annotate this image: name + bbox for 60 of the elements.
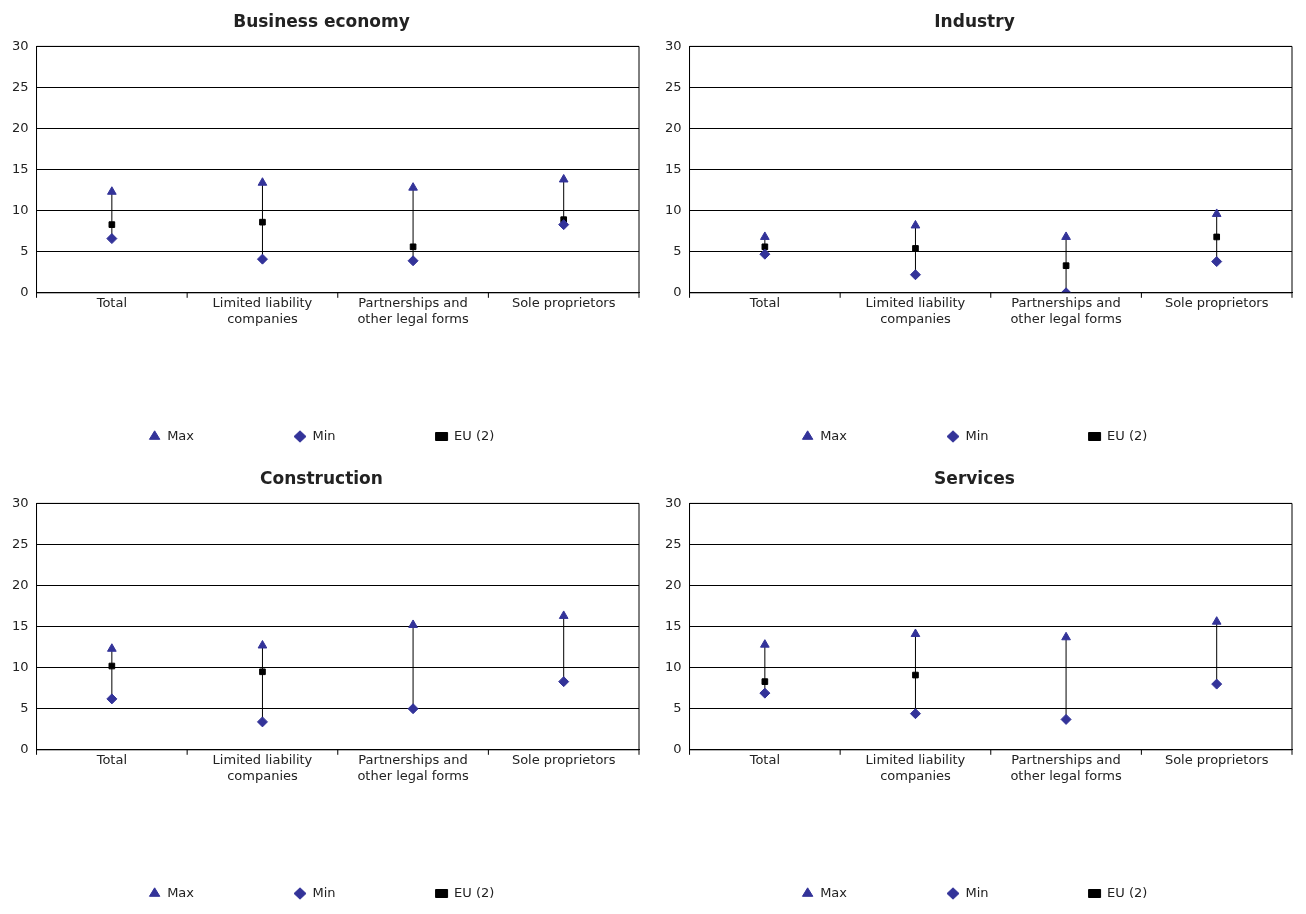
x-tick-label: Total xyxy=(748,294,781,310)
legend-label: EU (2) xyxy=(454,884,495,900)
x-tick-label: Sole proprietors xyxy=(1164,294,1269,310)
y-tick-label: 20 xyxy=(12,119,29,135)
chart-title: Construction xyxy=(260,467,383,488)
y-tick-label: 15 xyxy=(665,617,682,633)
y-tick-label: 0 xyxy=(673,284,682,300)
legend-label: Max xyxy=(167,427,195,443)
x-tick-label: Partnerships and other legal forms xyxy=(1010,294,1123,326)
x-tick-label: Limited liability companies xyxy=(212,751,313,783)
legend-label: Min xyxy=(312,884,336,900)
y-tick-label: 20 xyxy=(12,576,29,592)
x-tick-label: Partnerships and other legal forms xyxy=(1010,751,1123,783)
y-tick-label: 5 xyxy=(20,243,29,259)
chart-title: Industry xyxy=(934,10,1015,31)
legend-label: Min xyxy=(312,427,336,443)
legend-label: Max xyxy=(820,884,848,900)
y-tick-label: 30 xyxy=(12,37,29,53)
y-tick-label: 10 xyxy=(12,202,29,218)
y-tick-label: 20 xyxy=(665,119,682,135)
legend-label: Min xyxy=(965,427,989,443)
legend-label: EU (2) xyxy=(1107,427,1148,443)
y-tick-label: 10 xyxy=(665,202,682,218)
y-tick-label: 5 xyxy=(673,700,682,716)
y-tick-label: 5 xyxy=(20,700,29,716)
y-tick-label: 5 xyxy=(673,243,682,259)
chart-title: Business economy xyxy=(233,10,410,31)
legend-label: Max xyxy=(820,427,848,443)
y-tick-label: 15 xyxy=(665,160,682,176)
y-tick-label: 30 xyxy=(665,494,682,510)
y-tick-label: 25 xyxy=(665,78,682,94)
x-tick-label: Sole proprietors xyxy=(511,294,616,310)
legend-label: EU (2) xyxy=(454,427,495,443)
y-tick-label: 10 xyxy=(665,659,682,675)
x-tick-label: Total xyxy=(95,751,128,767)
y-tick-label: 30 xyxy=(12,494,29,510)
y-tick-label: 0 xyxy=(673,741,682,757)
x-tick-label: Partnerships and other legal forms xyxy=(357,751,470,783)
chart-title: Services xyxy=(934,467,1015,488)
y-tick-label: 0 xyxy=(20,284,29,300)
x-tick-label: Total xyxy=(748,751,781,767)
x-tick-label: Sole proprietors xyxy=(511,751,616,767)
y-tick-label: 30 xyxy=(665,37,682,53)
y-tick-label: 25 xyxy=(12,535,29,551)
x-tick-label: Limited liability companies xyxy=(865,751,966,783)
x-tick-label: Total xyxy=(95,294,128,310)
legend-label: EU (2) xyxy=(1107,884,1148,900)
y-tick-label: 15 xyxy=(12,617,29,633)
y-tick-label: 15 xyxy=(12,160,29,176)
y-tick-label: 25 xyxy=(12,78,29,94)
legend-label: Min xyxy=(965,884,989,900)
x-tick-label: Sole proprietors xyxy=(1164,751,1269,767)
y-tick-label: 25 xyxy=(665,535,682,551)
x-tick-label: Partnerships and other legal forms xyxy=(357,294,470,326)
legend-label: Max xyxy=(167,884,195,900)
y-tick-label: 10 xyxy=(12,659,29,675)
x-tick-label: Limited liability companies xyxy=(865,294,966,326)
x-tick-label: Limited liability companies xyxy=(212,294,313,326)
y-tick-label: 0 xyxy=(20,741,29,757)
y-tick-label: 20 xyxy=(665,576,682,592)
